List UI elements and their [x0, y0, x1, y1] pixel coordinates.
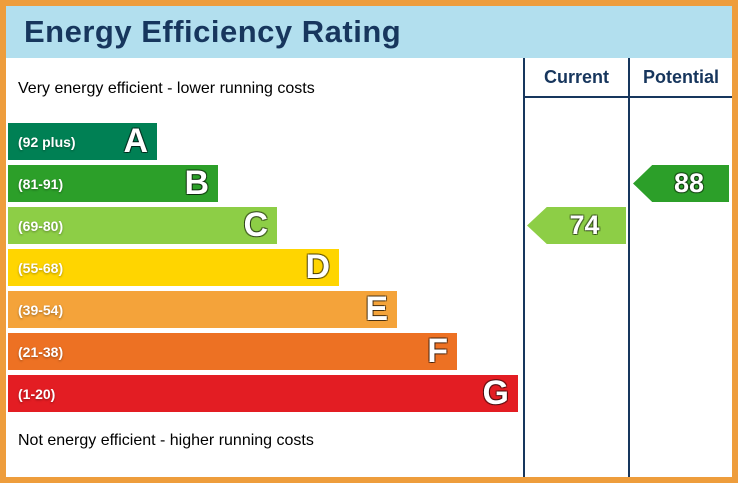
band-row-g: (1-20) G: [8, 375, 518, 412]
band-letter: D: [305, 248, 330, 286]
band-range-label: (55-68): [18, 259, 64, 276]
top-label: Very energy efficient - lower running co…: [18, 80, 315, 97]
band-bar-a: (92 plus) A: [8, 123, 157, 160]
potential-rating-pointer: 88: [633, 165, 729, 202]
band-range-label: (39-54): [18, 301, 64, 318]
band-letter: E: [365, 290, 388, 328]
band-range-label: (21-38): [18, 343, 64, 360]
rating-bands-container: (92 plus) A (81-91) B (69-80) C (55-68) D (39-54…: [8, 123, 518, 417]
band-row-a: (92 plus) A: [8, 123, 518, 160]
band-bar-c: (69-80) C: [8, 207, 277, 244]
band-bar-d: (55-68) D: [8, 249, 339, 286]
band-bar-g: (1-20) G: [8, 375, 518, 412]
bottom-label: Not energy efficient - higher running co…: [18, 432, 314, 449]
band-row-d: (55-68) D: [8, 249, 518, 286]
band-range-label: (92 plus): [18, 133, 76, 150]
chart-body: Very energy efficient - lower running co…: [6, 58, 732, 477]
band-letter: B: [184, 164, 209, 202]
band-bar-e: (39-54) E: [8, 291, 397, 328]
band-letter: G: [482, 374, 509, 412]
current-rating-pointer: 74: [527, 207, 626, 244]
band-row-f: (21-38) F: [8, 333, 518, 370]
band-letter: F: [427, 332, 448, 370]
chart-title: Energy Efficiency Rating: [24, 14, 402, 49]
chart-title-bar: Energy Efficiency Rating: [6, 6, 732, 58]
band-row-c: (69-80) C: [8, 207, 518, 244]
band-range-label: (81-91): [18, 175, 64, 192]
band-range-label: (69-80): [18, 217, 64, 234]
band-letter: A: [123, 122, 148, 160]
band-row-e: (39-54) E: [8, 291, 518, 328]
potential-column-header: Potential: [642, 67, 719, 87]
band-bar-b: (81-91) B: [8, 165, 218, 202]
band-bar-f: (21-38) F: [8, 333, 457, 370]
band-range-label: (1-20): [18, 385, 56, 402]
current-column-divider: [523, 58, 525, 477]
band-letter: C: [243, 206, 268, 244]
current-column-header: Current: [543, 67, 609, 87]
potential-column-divider: [628, 58, 630, 477]
band-row-b: (81-91) B: [8, 165, 518, 202]
column-header-underline: [523, 96, 732, 98]
